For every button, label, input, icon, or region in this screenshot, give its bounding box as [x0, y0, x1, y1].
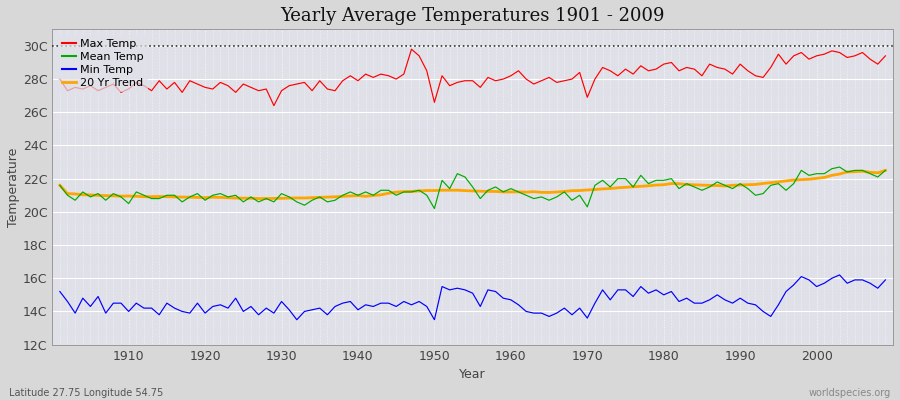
Y-axis label: Temperature: Temperature	[7, 147, 20, 227]
X-axis label: Year: Year	[459, 368, 486, 381]
Text: Latitude 27.75 Longitude 54.75: Latitude 27.75 Longitude 54.75	[9, 388, 163, 398]
Legend: Max Temp, Mean Temp, Min Temp, 20 Yr Trend: Max Temp, Mean Temp, Min Temp, 20 Yr Tre…	[58, 35, 148, 92]
Text: worldspecies.org: worldspecies.org	[809, 388, 891, 398]
Title: Yearly Average Temperatures 1901 - 2009: Yearly Average Temperatures 1901 - 2009	[281, 7, 665, 25]
